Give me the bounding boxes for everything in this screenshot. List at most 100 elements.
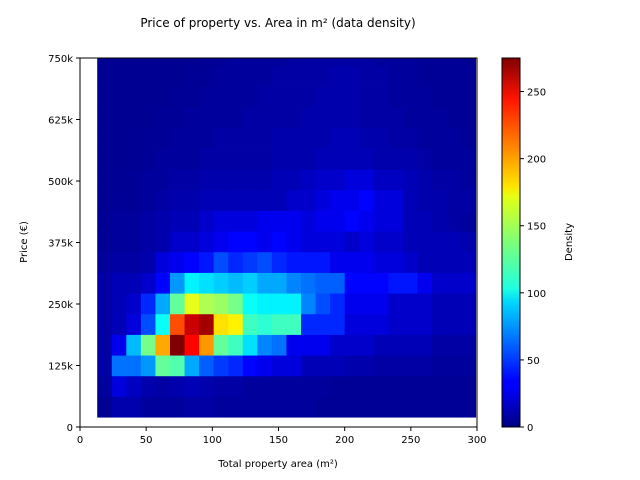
heatmap-cell	[257, 127, 273, 149]
heatmap-cell	[257, 251, 273, 273]
heatmap-cell	[155, 396, 171, 418]
heatmap-cell	[417, 231, 433, 253]
heatmap-cell	[359, 58, 375, 67]
heatmap-cell	[286, 65, 302, 87]
heatmap-cell	[402, 86, 418, 108]
heatmap-cell	[301, 148, 316, 170]
heatmap-cell	[169, 313, 185, 335]
heatmap-cell	[184, 148, 200, 170]
heatmap-cell	[155, 334, 171, 356]
heatmap-cell	[373, 127, 389, 149]
heatmap-cell	[184, 127, 200, 149]
heatmap-cell	[330, 272, 346, 294]
heatmap-cell	[111, 107, 127, 129]
heatmap-cell	[97, 231, 113, 253]
heatmap-cell	[111, 169, 127, 191]
x-tick-label: 250	[401, 435, 420, 446]
heatmap-cell	[432, 334, 447, 356]
heatmap-cell	[242, 396, 258, 418]
heatmap-cell	[373, 169, 389, 191]
heatmap-cell	[388, 272, 404, 294]
heatmap-cell	[97, 148, 113, 170]
heatmap-cell	[228, 355, 244, 377]
heatmap-cell	[417, 396, 433, 418]
heatmap-cell	[359, 293, 375, 315]
heatmap-cell	[315, 58, 331, 67]
heatmap-cell	[315, 65, 331, 87]
heatmap-cell	[301, 86, 316, 108]
heatmap-cell	[184, 251, 200, 273]
heatmap-cell	[97, 272, 113, 294]
heatmap-cell	[111, 293, 127, 315]
heatmap-cell	[257, 355, 273, 377]
heatmap-cell	[271, 169, 287, 191]
heatmap-cell	[330, 86, 346, 108]
heatmap-cell	[432, 58, 447, 67]
heatmap-cell	[359, 148, 375, 170]
heatmap-cell	[402, 355, 418, 377]
heatmap-cell	[213, 251, 229, 273]
y-tick-label: 0	[67, 423, 73, 434]
heatmap-cell	[359, 127, 375, 149]
heatmap-cell	[344, 86, 360, 108]
heatmap-cell	[402, 396, 418, 418]
heatmap-cell	[271, 396, 287, 418]
heatmap-cell	[184, 231, 200, 253]
heatmap-cell	[169, 334, 185, 356]
heatmap-cell	[228, 251, 244, 273]
heatmap-cell	[330, 355, 346, 377]
heatmap-cell	[461, 396, 477, 418]
heatmap-cell	[432, 210, 447, 232]
heatmap-cell	[169, 148, 185, 170]
heatmap-cell	[301, 127, 316, 149]
heatmap-cell	[271, 210, 287, 232]
heatmap-cell	[169, 86, 185, 108]
heatmap-cell	[388, 313, 404, 335]
heatmap-cell	[97, 65, 113, 87]
heatmap-cell	[97, 334, 113, 356]
heatmap-cell	[111, 210, 127, 232]
heatmap-cell	[242, 293, 258, 315]
heatmap-cell	[373, 293, 389, 315]
heatmap-cell	[126, 86, 142, 108]
heatmap-cell	[228, 86, 244, 108]
heatmap-cell	[242, 272, 258, 294]
heatmap-cell	[315, 231, 331, 253]
heatmap-cell	[432, 375, 447, 397]
heatmap-cell	[417, 189, 433, 211]
heatmap-cell	[315, 107, 331, 129]
colorbar	[501, 57, 521, 428]
heatmap-cell	[446, 293, 462, 315]
heatmap-cell	[126, 107, 142, 129]
heatmap-cell	[169, 169, 185, 191]
heatmap-cell	[344, 375, 360, 397]
heatmap-cell	[388, 334, 404, 356]
heatmap-cell	[271, 334, 287, 356]
heatmap-cell	[417, 65, 433, 87]
heatmap-cell	[286, 293, 302, 315]
heatmap-cell	[388, 251, 404, 273]
heatmap-cell	[461, 293, 477, 315]
heatmap-cell	[242, 251, 258, 273]
heatmap-cell	[432, 169, 447, 191]
heatmap-cell	[344, 210, 360, 232]
heatmap-cell	[126, 396, 142, 418]
heatmap-cell	[315, 210, 331, 232]
heatmap-cell	[257, 396, 273, 418]
heatmap-cell	[257, 107, 273, 129]
heatmap-cell	[199, 355, 215, 377]
heatmap-cell	[286, 231, 302, 253]
heatmap-cell	[446, 58, 462, 67]
heatmap-cell	[402, 313, 418, 335]
x-tick-label: 150	[269, 435, 288, 446]
heatmap-cell	[359, 375, 375, 397]
heatmap-cell	[373, 231, 389, 253]
heatmap-cell	[242, 127, 258, 149]
heatmap-cell	[199, 86, 215, 108]
heatmap-cell	[402, 127, 418, 149]
heatmap-cell	[199, 65, 215, 87]
heatmap-cell	[417, 148, 433, 170]
heatmap-cell	[301, 313, 316, 335]
heatmap-cell	[388, 355, 404, 377]
heatmap-cell	[301, 58, 316, 67]
